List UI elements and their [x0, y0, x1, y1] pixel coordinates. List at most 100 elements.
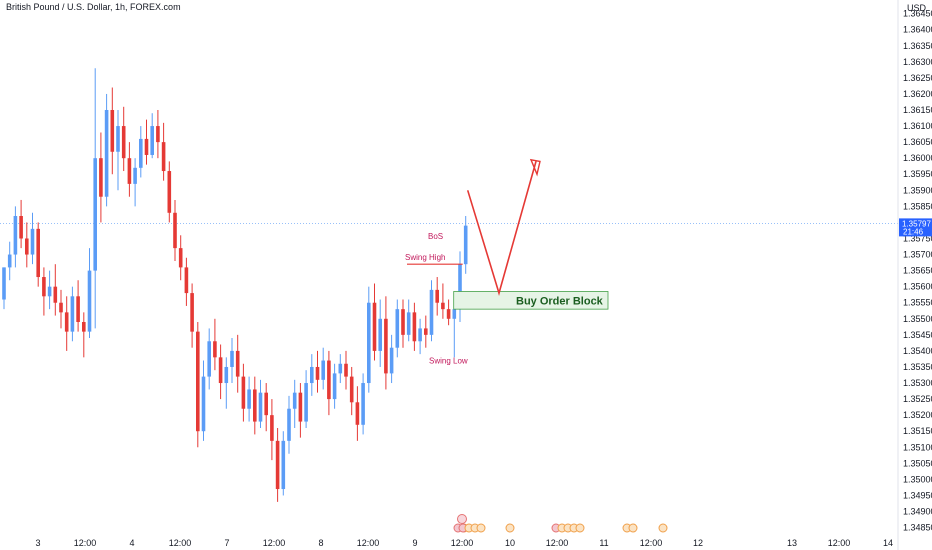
candle-body [241, 376, 246, 409]
projection-arrowhead-icon [529, 158, 541, 177]
candle-body [258, 392, 263, 422]
candle-body [304, 383, 308, 422]
candle-body [224, 366, 229, 384]
price-tick-label: 1.35300 [903, 378, 932, 388]
time-axis[interactable]: 3 12:00 4 12:00 7 12:00 8 12:00 9 12:00 10 12:00 11 1… [35, 538, 893, 548]
candle-body [418, 328, 422, 342]
flag-uk-icon[interactable] [457, 514, 467, 524]
candle-body [201, 376, 206, 432]
candle-body [270, 415, 274, 441]
time-tick-label: 8 [318, 538, 323, 548]
candle-body [264, 392, 268, 416]
candle-body [110, 110, 115, 152]
candle-body [213, 341, 217, 358]
price-axis[interactable]: USD 1.36450 1.36400 1.36350 1.36300 1.36250 1… [897, 0, 932, 550]
time-tick-label: 4 [129, 538, 134, 548]
candle-body [458, 264, 462, 310]
time-tick-label: 12:00 [546, 538, 569, 548]
candle-body [184, 267, 189, 294]
candle-body [424, 328, 428, 335]
current-price-tag-box [899, 218, 932, 237]
candle-body [389, 347, 394, 374]
time-tick-label: 12:00 [169, 538, 192, 548]
time-tick-label: 12:00 [357, 538, 380, 548]
candle-body [173, 212, 177, 249]
price-tick-label: 1.35900 [903, 185, 932, 195]
price-tick-label: 1.34900 [903, 507, 932, 517]
economic-events[interactable] [453, 514, 668, 533]
candle-body [47, 286, 52, 297]
candle-body [25, 238, 29, 255]
candle-body [315, 366, 320, 380]
price-tick-label: 1.35000 [903, 474, 932, 484]
time-tick-label: 12:00 [74, 538, 97, 548]
candle-body [99, 158, 103, 197]
candle-body [367, 302, 371, 384]
price-tick-label: 1.35350 [903, 362, 932, 372]
price-tick-label: 1.35650 [903, 266, 932, 276]
candle-body [406, 312, 411, 335]
flag-us-icon[interactable] [575, 523, 585, 533]
chart-title: British Pound / U.S. Dollar, 1h, FOREX.c… [6, 2, 181, 12]
time-tick-label: 12:00 [828, 538, 851, 548]
price-tick-label: 1.36000 [903, 153, 932, 163]
candle-body [355, 402, 360, 425]
bos-label: BoS [428, 232, 443, 241]
price-tick-label: 1.35550 [903, 298, 932, 308]
buy-order-block-zone[interactable] [453, 291, 609, 310]
candle-body [235, 350, 240, 377]
candle-body [384, 318, 388, 374]
buy-order-block-label: Buy Order Block [516, 295, 604, 307]
flag-us-icon[interactable] [628, 523, 638, 533]
candle-countdown: 21:46 [903, 227, 924, 236]
flag-us-icon[interactable] [658, 523, 668, 533]
candle-body [412, 312, 417, 342]
price-tick-label: 1.34850 [903, 523, 932, 533]
candle-body [332, 373, 337, 400]
candle-body [13, 216, 18, 255]
candle-body [292, 392, 297, 409]
time-tick-label: 10 [505, 538, 515, 548]
candle-body [361, 383, 365, 425]
candle-body [190, 293, 194, 332]
candle-body [64, 312, 69, 332]
candle-body [2, 267, 6, 300]
candle-body [327, 360, 331, 400]
price-tick-label: 1.35450 [903, 330, 932, 340]
candle-body [275, 440, 280, 490]
time-tick-label: 14 [883, 538, 893, 548]
time-tick-label: 12:00 [263, 538, 286, 548]
candle-body [76, 296, 80, 322]
time-tick-label: 13 [787, 538, 797, 548]
price-tick-label: 1.34950 [903, 490, 932, 500]
price-tick-label: 1.35750 [903, 233, 932, 243]
candle-body [446, 309, 451, 319]
candle-body [372, 302, 377, 351]
candle-body [133, 167, 137, 184]
swing-low-label: Swing Low [429, 357, 468, 366]
candle-body [150, 126, 154, 155]
flag-us-icon[interactable] [476, 523, 486, 533]
price-tick-label: 1.35050 [903, 458, 932, 468]
price-tick-label: 1.36450 [903, 9, 932, 19]
candles [2, 68, 468, 502]
price-tick-label: 1.35400 [903, 346, 932, 356]
price-tick-label: 1.35250 [903, 394, 932, 404]
price-tick-label: 1.36250 [903, 73, 932, 83]
candle-body [139, 138, 143, 168]
price-tick-label: 1.35150 [903, 426, 932, 436]
flag-us-icon[interactable] [505, 523, 515, 533]
candle-body [167, 171, 172, 213]
candle-body [395, 309, 400, 348]
candle-body [435, 289, 439, 303]
time-tick-label: 12:00 [640, 538, 663, 548]
candle-body [161, 142, 166, 172]
time-tick-label: 9 [412, 538, 417, 548]
candle-body [441, 302, 445, 310]
candle-body [196, 331, 200, 432]
candle-body [93, 158, 97, 271]
currency-label: USD [907, 3, 927, 13]
candle-body [144, 138, 149, 155]
candle-body [104, 110, 109, 197]
